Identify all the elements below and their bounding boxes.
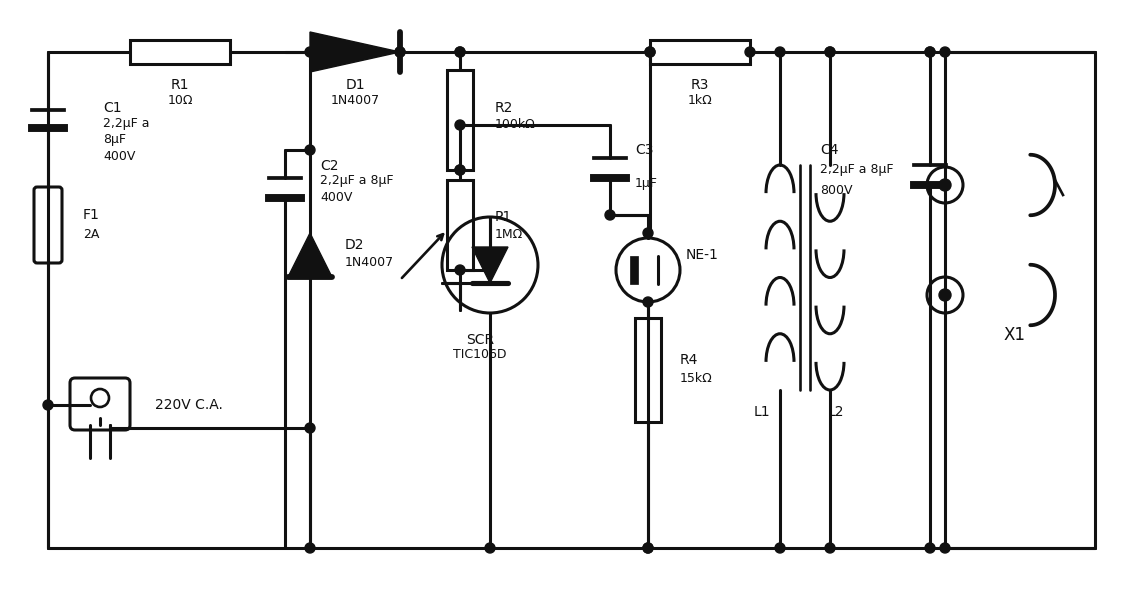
Text: 2A: 2A (83, 229, 99, 241)
Text: 2,2μF a: 2,2μF a (103, 118, 150, 130)
Circle shape (305, 423, 315, 433)
Text: 1kΩ: 1kΩ (688, 94, 712, 107)
Text: 8μF: 8μF (103, 133, 126, 146)
Circle shape (940, 179, 951, 191)
Text: L2: L2 (828, 405, 845, 419)
Polygon shape (310, 32, 400, 72)
Text: 100kΩ: 100kΩ (495, 118, 536, 131)
Circle shape (745, 47, 756, 57)
Text: 400V: 400V (320, 191, 352, 204)
Circle shape (644, 543, 653, 553)
Circle shape (940, 289, 951, 301)
Circle shape (825, 47, 836, 57)
Circle shape (455, 165, 465, 175)
Circle shape (395, 47, 405, 57)
Circle shape (645, 47, 655, 57)
Text: 400V: 400V (103, 149, 135, 163)
FancyBboxPatch shape (70, 378, 130, 430)
Polygon shape (288, 233, 331, 277)
Text: D2: D2 (345, 238, 365, 252)
Circle shape (925, 47, 935, 57)
Text: R4: R4 (680, 353, 698, 367)
Circle shape (455, 265, 465, 275)
Bar (130, 40, 230, 64)
Text: D1: D1 (345, 78, 365, 92)
Text: 220V C.A.: 220V C.A. (155, 398, 223, 412)
Circle shape (605, 210, 615, 220)
Text: 1MΩ: 1MΩ (495, 229, 523, 241)
Circle shape (485, 265, 495, 275)
Circle shape (644, 297, 653, 307)
Text: 800V: 800V (820, 184, 853, 196)
Circle shape (825, 543, 836, 553)
Circle shape (455, 165, 465, 175)
Bar (636, 318, 661, 422)
Circle shape (485, 543, 495, 553)
Text: 1N4007: 1N4007 (330, 94, 379, 107)
Text: C2: C2 (320, 158, 338, 173)
Bar (447, 180, 473, 270)
Circle shape (305, 145, 315, 155)
Text: 1N4007: 1N4007 (345, 257, 394, 269)
Text: 1μF: 1μF (636, 176, 658, 190)
Text: 2,2μF a 8μF: 2,2μF a 8μF (820, 163, 894, 176)
Text: L1: L1 (753, 405, 770, 419)
Text: C1: C1 (103, 101, 121, 115)
Circle shape (455, 120, 465, 130)
Text: NE-1: NE-1 (686, 248, 719, 262)
Circle shape (43, 400, 53, 410)
FancyBboxPatch shape (34, 187, 62, 263)
Circle shape (825, 47, 836, 57)
Text: F1: F1 (83, 208, 99, 222)
Bar (650, 40, 750, 64)
Text: X1: X1 (1004, 326, 1026, 344)
Circle shape (940, 543, 950, 553)
Circle shape (645, 47, 655, 57)
Circle shape (644, 543, 653, 553)
Circle shape (925, 47, 935, 57)
Circle shape (775, 543, 785, 553)
Text: R1: R1 (170, 78, 190, 92)
Bar (630, 256, 638, 284)
Circle shape (940, 47, 950, 57)
Text: R3: R3 (690, 78, 709, 92)
Text: P1: P1 (495, 210, 512, 224)
Text: SCR: SCR (466, 333, 494, 347)
Text: 10Ω: 10Ω (167, 94, 193, 107)
Text: 15kΩ: 15kΩ (680, 371, 713, 385)
Circle shape (395, 47, 405, 57)
Circle shape (455, 47, 465, 57)
Circle shape (644, 228, 653, 238)
Circle shape (305, 543, 315, 553)
Circle shape (305, 47, 315, 57)
Polygon shape (472, 247, 507, 283)
Text: R2: R2 (495, 101, 513, 115)
Text: C3: C3 (636, 143, 654, 157)
Circle shape (455, 47, 465, 57)
Text: C4: C4 (820, 143, 839, 157)
Circle shape (925, 543, 935, 553)
Text: 2,2μF a 8μF: 2,2μF a 8μF (320, 174, 393, 187)
Text: TIC106D: TIC106D (454, 349, 506, 361)
Bar (447, 70, 473, 170)
Circle shape (775, 47, 785, 57)
